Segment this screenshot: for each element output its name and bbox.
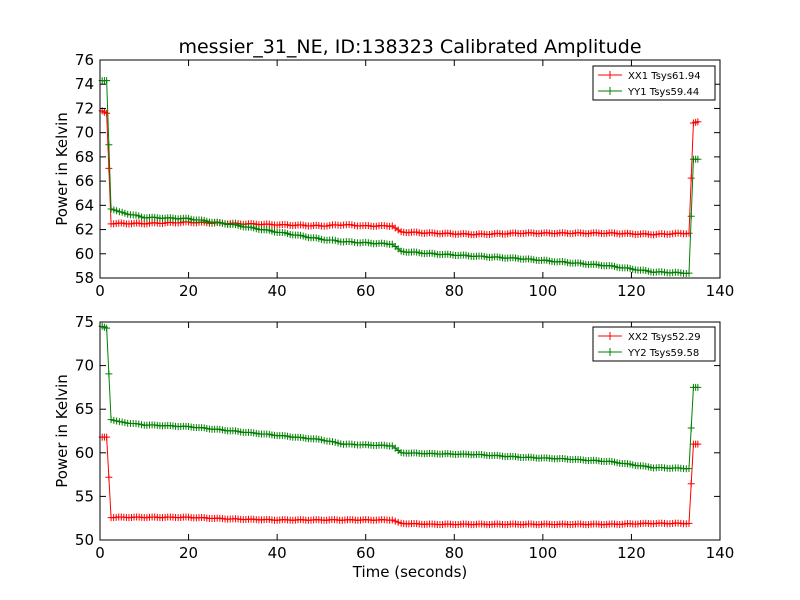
bottom-plot-series-yy2-point	[103, 324, 111, 332]
top-plot-y-tick-label: 66	[75, 172, 94, 190]
bottom-plot-x-tick-label: 80	[445, 544, 464, 562]
top-plot-x-tick-label: 120	[617, 282, 646, 300]
top-plot-series-xx1-point	[394, 226, 402, 234]
bottom-plot-y-tick-label: 65	[75, 400, 94, 418]
top-plot-y-tick-label: 68	[75, 148, 94, 166]
bottom-plot-series-yy2-point	[685, 464, 693, 472]
bottom-plot-legend-label-xx2: XX2 Tsys52.29	[628, 332, 701, 343]
top-plot-y-tick-label: 64	[75, 196, 94, 214]
top-plot-series-xx1-point	[694, 118, 702, 126]
bottom-plot-x-tick-label: 60	[356, 544, 375, 562]
bottom-plot-y-axis-label: Power in Kelvin	[53, 374, 71, 488]
bottom-plot-x-tick-label: 20	[179, 544, 198, 562]
top-plot-x-tick-label: 140	[706, 282, 735, 300]
top-plot-series-yy1-point	[105, 141, 113, 149]
top-plot-series-yy1-point	[685, 269, 693, 277]
top-plot-x-tick-label: 80	[445, 282, 464, 300]
bottom-plot-series-xx2-point	[394, 518, 402, 526]
top-plot-x-tick-label: 100	[529, 282, 558, 300]
top-plot-panel: messier_31_NE, ID:138323 Calibrated Ampl…	[53, 36, 734, 300]
top-plot-y-tick-label: 58	[75, 269, 94, 287]
bottom-plot-x-tick-label: 140	[706, 544, 735, 562]
top-plot-series-xx1-point	[103, 109, 111, 117]
top-plot-tick-layer: 0 20 40 60 80 100 120 140 58 60 62 64 66 68 70 72 74 76	[75, 51, 734, 300]
top-plot-series-yy1-point	[103, 77, 111, 85]
bottom-plot-series-xx2-point	[388, 516, 396, 524]
bottom-plot-series-xx2-markers	[98, 433, 702, 529]
bottom-plot-series-xx2-point	[105, 473, 113, 481]
top-plot-x-tick-label: 40	[268, 282, 287, 300]
bottom-plot-series-yy2-markers	[98, 322, 702, 473]
bottom-plot-frame	[99, 321, 721, 541]
top-plot-series-yy1-point	[687, 212, 695, 220]
top-plot-series-xx1-point	[105, 164, 113, 172]
top-plot-series-xx1-point	[685, 229, 693, 237]
bottom-plot-series-yy2-point	[694, 383, 702, 391]
bottom-plot-panel: Power in Kelvin Time (seconds) 0 20 40 60 80…	[53, 313, 734, 581]
top-plot-y-tick-label: 70	[75, 124, 94, 142]
bottom-plot-series-yy2-point	[687, 424, 695, 432]
top-plot-y-tick-label: 62	[75, 221, 94, 239]
top-plot-y-tick-label: 60	[75, 245, 94, 263]
top-plot-series-yy1-markers	[98, 77, 702, 278]
bottom-plot-y-tick-label: 60	[75, 444, 94, 462]
top-plot-legend-label-yy1: YY1 Tsys59.44	[627, 87, 699, 98]
bottom-plot-y-tick-label: 50	[75, 531, 94, 549]
bottom-plot-x-tick-label: 100	[529, 544, 558, 562]
top-plot-y-axis-label: Power in Kelvin	[53, 112, 71, 226]
top-plot-frame	[99, 59, 721, 279]
top-plot-series-xx1-markers	[98, 107, 702, 239]
bottom-plot-y-tick-label: 70	[75, 357, 94, 375]
bottom-plot-series-xx2-point	[391, 517, 399, 525]
top-plot-series-layer	[98, 77, 702, 278]
bottom-plot-legend-box	[592, 326, 716, 362]
bottom-plot-legend-label-yy2: YY2 Tsys59.58	[627, 348, 699, 359]
bottom-plot-series-layer	[98, 322, 702, 529]
bottom-plot-x-axis-label: Time (seconds)	[352, 563, 468, 581]
bottom-plot-series-xx2-point	[685, 519, 693, 527]
top-plot-y-tick-label: 74	[75, 75, 94, 93]
top-plot-legend: XX1 Tsys61.94 YY1 Tsys59.44	[592, 65, 716, 101]
bottom-plot-series-yy2-point	[105, 370, 113, 378]
top-plot-y-tick-label: 72	[75, 99, 94, 117]
bottom-plot-legend: XX2 Tsys52.29 YY2 Tsys59.58	[592, 326, 716, 362]
top-plot-x-tick-label: 0	[95, 282, 105, 300]
bottom-plot-x-tick-label: 120	[617, 544, 646, 562]
bottom-plot-x-tick-label: 0	[95, 544, 105, 562]
bottom-plot-series-xx2-point	[103, 433, 111, 441]
bottom-plot-x-tick-label: 40	[268, 544, 287, 562]
bottom-plot-series-xx2-point	[687, 480, 695, 488]
top-plot-series-xx1-point	[687, 174, 695, 182]
top-plot-y-tick-label: 76	[75, 51, 94, 69]
bottom-plot-series-xx2-point	[694, 440, 702, 448]
top-plot-legend-label-xx1: XX1 Tsys61.94	[628, 71, 701, 82]
top-plot-x-tick-label: 20	[179, 282, 198, 300]
top-plot-title: messier_31_NE, ID:138323 Calibrated Ampl…	[178, 36, 641, 58]
bottom-plot-tick-layer: 0 20 40 60 80 100 120 140 50 55 60 65 70 75	[75, 313, 734, 562]
top-plot-x-tick-label: 60	[356, 282, 375, 300]
bottom-plot-y-tick-label: 75	[75, 313, 94, 331]
top-plot-legend-box	[592, 65, 716, 101]
top-plot-series-yy1-point	[694, 155, 702, 163]
bottom-plot-y-tick-label: 55	[75, 487, 94, 505]
